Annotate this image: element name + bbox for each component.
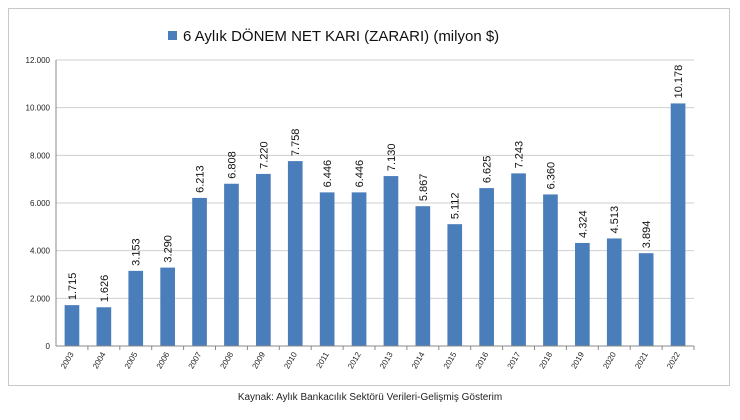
- data-label: 5.867: [418, 174, 430, 202]
- bar: [575, 242, 590, 346]
- data-label: 6.446: [354, 160, 366, 188]
- x-tick-label: 2006: [155, 350, 172, 370]
- data-label: 6.808: [226, 151, 238, 179]
- x-tick-label: 2003: [59, 350, 76, 370]
- data-label: 7.220: [258, 141, 270, 169]
- data-label: 1.626: [99, 275, 111, 303]
- bar: [287, 161, 303, 346]
- data-label: 6.446: [322, 160, 334, 188]
- bar: [670, 103, 686, 346]
- x-tick-label: 2017: [506, 350, 523, 370]
- x-tick-label: 2020: [601, 350, 618, 370]
- bar: [64, 305, 80, 346]
- data-label: 4.513: [609, 206, 621, 234]
- chart-legend: 6 Aylık DÖNEM NET KARI (ZARARI) (milyon …: [168, 27, 499, 45]
- bar: [192, 197, 207, 346]
- data-label: 3.290: [163, 235, 175, 263]
- x-tick-label: 2007: [187, 350, 204, 370]
- x-tick-label: 2005: [123, 350, 140, 370]
- axes: [55, 60, 694, 347]
- data-label: 7.243: [514, 141, 526, 169]
- y-tick-label: 4.000: [30, 247, 51, 256]
- source-note: Kaynak: Aylık Bankacılık Sektörü Veriler…: [237, 392, 503, 403]
- bars: [64, 103, 686, 346]
- y-tick-label: 2.000: [30, 294, 51, 303]
- data-label: 7.130: [386, 144, 398, 172]
- data-label: 10.178: [673, 65, 685, 99]
- y-tick-label: 10.000: [26, 104, 51, 113]
- bar: [319, 192, 335, 346]
- y-axis-ticks: 0 2.000 4.000 6.000 8.000 10.000 12.000: [26, 56, 51, 351]
- legend-swatch: [168, 31, 177, 40]
- bar: [543, 194, 558, 346]
- y-tick-label: 6.000: [30, 199, 51, 208]
- bar: [256, 173, 271, 346]
- x-tick-label: 2015: [442, 350, 459, 370]
- bar: [415, 206, 431, 346]
- data-label: 6.625: [482, 156, 494, 184]
- x-tick-label: 2011: [314, 350, 331, 370]
- data-label: 3.894: [641, 221, 653, 249]
- x-tick-label: 2010: [282, 350, 299, 370]
- data-label: 3.153: [131, 238, 143, 266]
- bar-chart: 6 Aylık DÖNEM NET KARI (ZARARI) (milyon …: [26, 27, 695, 370]
- data-label: 6.213: [195, 165, 207, 193]
- data-labels: 1.715 1.626 3.153 3.290 6.213 6.808 7.220 7.758…: [67, 65, 685, 302]
- bar: [606, 238, 622, 346]
- x-axis-ticks: 2003 2004 2005 2006 2007 2008 2009 2010 2011 2012…: [59, 346, 695, 370]
- data-label: 4.324: [577, 210, 589, 238]
- bar: [128, 270, 144, 346]
- x-tick-label: 2021: [633, 350, 650, 370]
- x-tick-label: 2022: [665, 350, 682, 370]
- bar: [638, 253, 654, 346]
- data-label: 7.758: [290, 129, 302, 157]
- x-tick-label: 2018: [537, 350, 554, 370]
- bar: [351, 192, 367, 346]
- legend-label: 6 Aylık DÖNEM NET KARI (ZARARI) (milyon …: [183, 27, 499, 45]
- data-label: 6.360: [545, 162, 557, 190]
- x-tick-label: 2016: [474, 350, 491, 370]
- x-tick-label: 2008: [218, 350, 235, 370]
- y-tick-label: 8.000: [30, 151, 51, 160]
- y-tick-label: 0: [46, 342, 51, 351]
- bar: [383, 176, 399, 346]
- y-tick-label: 12.000: [26, 56, 51, 65]
- x-tick-label: 2014: [410, 350, 427, 370]
- bar: [224, 183, 239, 346]
- x-tick-label: 2004: [91, 350, 108, 370]
- x-tick-label: 2009: [250, 350, 267, 370]
- x-tick-label: 2013: [378, 350, 395, 370]
- bar: [447, 224, 463, 346]
- bar: [160, 267, 175, 346]
- data-label: 5.112: [450, 192, 462, 219]
- gridlines: [56, 59, 694, 347]
- bar: [96, 307, 112, 346]
- x-tick-label: 2012: [346, 350, 363, 370]
- bar: [511, 173, 526, 346]
- x-tick-label: 2019: [569, 350, 586, 370]
- data-label: 1.715: [67, 273, 79, 301]
- bar: [479, 188, 494, 346]
